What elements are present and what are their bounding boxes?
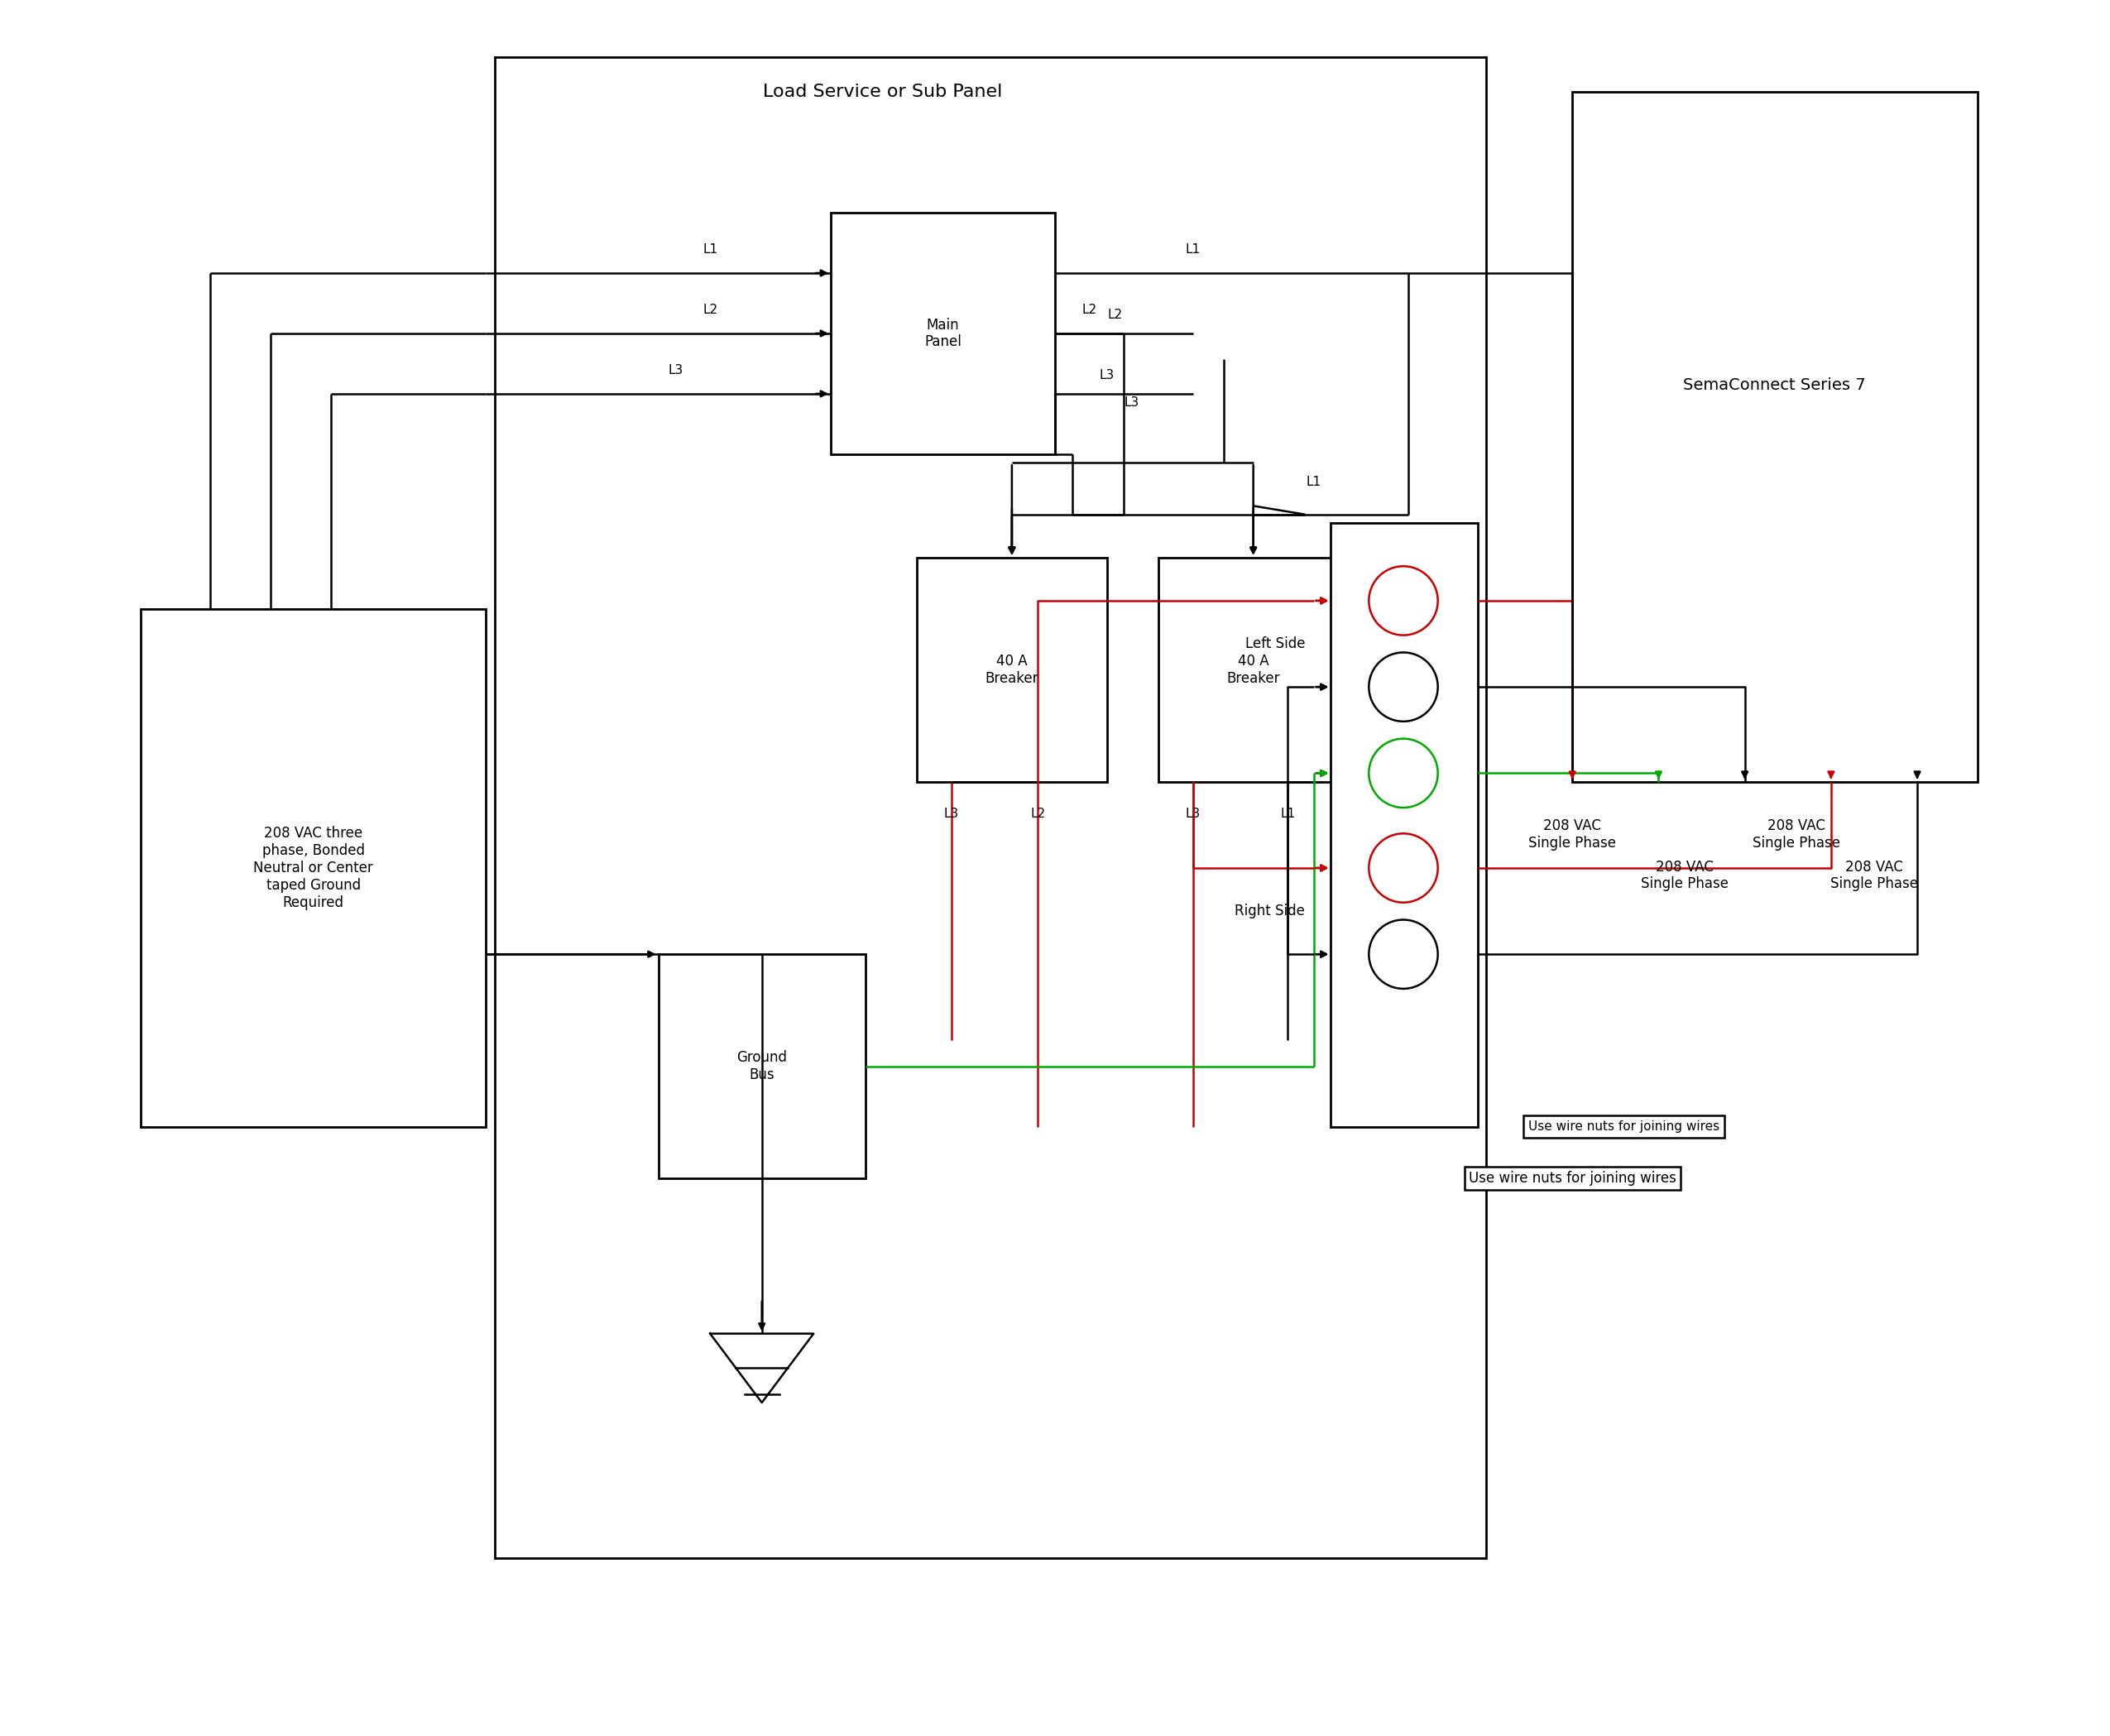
- Text: SemaConnect Series 7: SemaConnect Series 7: [1684, 377, 1865, 392]
- Text: Left Side: Left Side: [1245, 637, 1306, 651]
- Text: 208 VAC three
phase, Bonded
Neutral or Center
taped Ground
Required: 208 VAC three phase, Bonded Neutral or C…: [253, 826, 373, 910]
- Text: L1: L1: [703, 243, 717, 255]
- Text: Ground
Bus: Ground Bus: [736, 1050, 787, 1082]
- Text: 40 A
Breaker: 40 A Breaker: [985, 654, 1038, 686]
- Text: Right Side: Right Side: [1234, 904, 1306, 918]
- Circle shape: [1369, 738, 1437, 807]
- Bar: [1331, 523, 1477, 1127]
- Circle shape: [1369, 920, 1437, 990]
- Text: L1: L1: [1281, 807, 1296, 819]
- Bar: [494, 57, 1485, 1557]
- Text: Main
Panel: Main Panel: [924, 318, 962, 349]
- Text: Use wire nuts for joining wires: Use wire nuts for joining wires: [1528, 1120, 1720, 1134]
- Text: L2: L2: [1082, 304, 1097, 316]
- Bar: [1572, 92, 1977, 781]
- Text: L3: L3: [1099, 370, 1114, 382]
- Text: Use wire nuts for joining wires: Use wire nuts for joining wires: [1469, 1172, 1675, 1186]
- Text: L3: L3: [943, 807, 960, 819]
- Circle shape: [1369, 833, 1437, 903]
- Circle shape: [1369, 566, 1437, 635]
- Circle shape: [1369, 653, 1437, 722]
- Text: 208 VAC
Single Phase: 208 VAC Single Phase: [1829, 859, 1918, 892]
- Text: L3: L3: [1186, 807, 1201, 819]
- Text: L3: L3: [669, 365, 684, 377]
- Text: 208 VAC
Single Phase: 208 VAC Single Phase: [1528, 819, 1616, 851]
- Bar: [831, 214, 1055, 455]
- Text: L2: L2: [703, 304, 717, 316]
- Text: Load Service or Sub Panel: Load Service or Sub Panel: [764, 83, 1002, 101]
- Text: 208 VAC
Single Phase: 208 VAC Single Phase: [1753, 819, 1840, 851]
- Bar: [918, 557, 1108, 781]
- Bar: [658, 955, 865, 1179]
- Bar: [1158, 557, 1348, 781]
- Text: 40 A
Breaker: 40 A Breaker: [1226, 654, 1281, 686]
- Text: L2: L2: [1108, 309, 1123, 321]
- Text: L1: L1: [1186, 243, 1201, 255]
- Bar: [141, 609, 485, 1127]
- Text: L1: L1: [1306, 476, 1321, 488]
- Text: L2: L2: [1030, 807, 1044, 819]
- Text: 208 VAC
Single Phase: 208 VAC Single Phase: [1642, 859, 1728, 892]
- Text: L3: L3: [1125, 396, 1139, 408]
